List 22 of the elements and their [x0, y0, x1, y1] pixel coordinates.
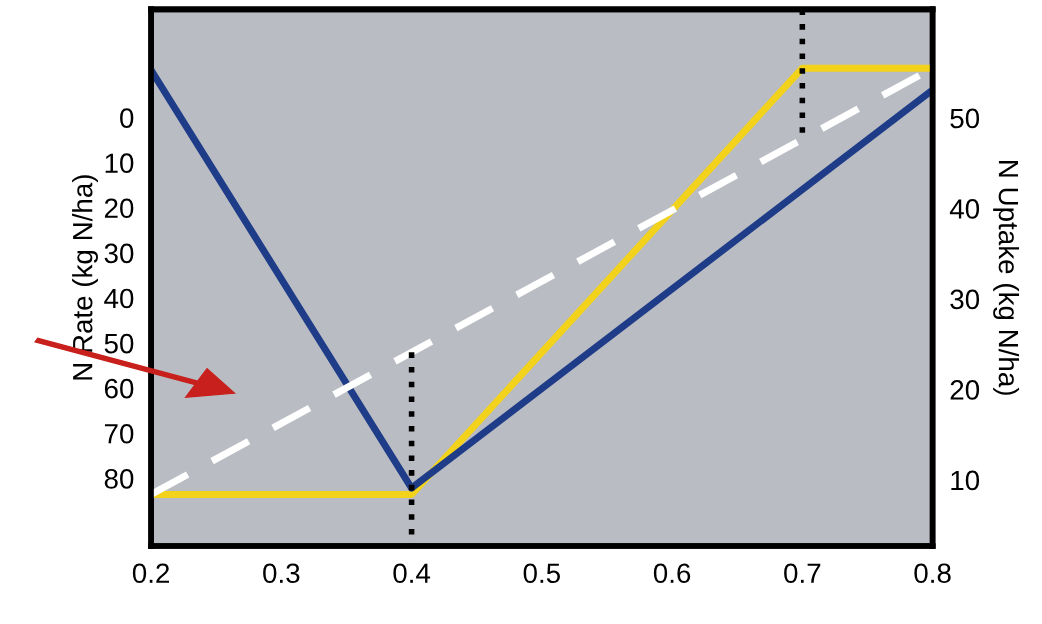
y2-axis-title: N Uptake (kg N/ha)	[993, 161, 1020, 395]
y-tick-label: 50	[104, 333, 134, 354]
y-tick-label: 60	[104, 378, 134, 399]
x-tick-label: 0.2	[132, 563, 169, 584]
x-tick-label: 0.6	[653, 563, 691, 584]
y2-tick-label: 20	[950, 380, 980, 400]
y-tick-label: 20	[104, 198, 134, 219]
y-tick-label: 30	[104, 243, 134, 264]
y2-tick-label: 40	[949, 199, 980, 219]
y-tick-label: 40	[104, 288, 134, 309]
y2-tick-label: 10	[951, 470, 980, 491]
x-tick-label: 0.4	[393, 563, 431, 584]
y2-tick-label: 50	[950, 108, 980, 129]
y-tick-label: 0	[120, 108, 134, 128]
x-tick-label: 0.8	[914, 563, 951, 584]
y-tick-label: 70	[104, 423, 134, 444]
y-tick-label: 80	[104, 469, 134, 489]
y-tick-label: 10	[105, 153, 134, 174]
x-tick-label: 0.3	[263, 563, 300, 584]
x-tick-label: 0.5	[523, 563, 560, 584]
x-tick-label: 0.7	[784, 563, 821, 584]
y2-tick-label: 30	[950, 289, 980, 310]
